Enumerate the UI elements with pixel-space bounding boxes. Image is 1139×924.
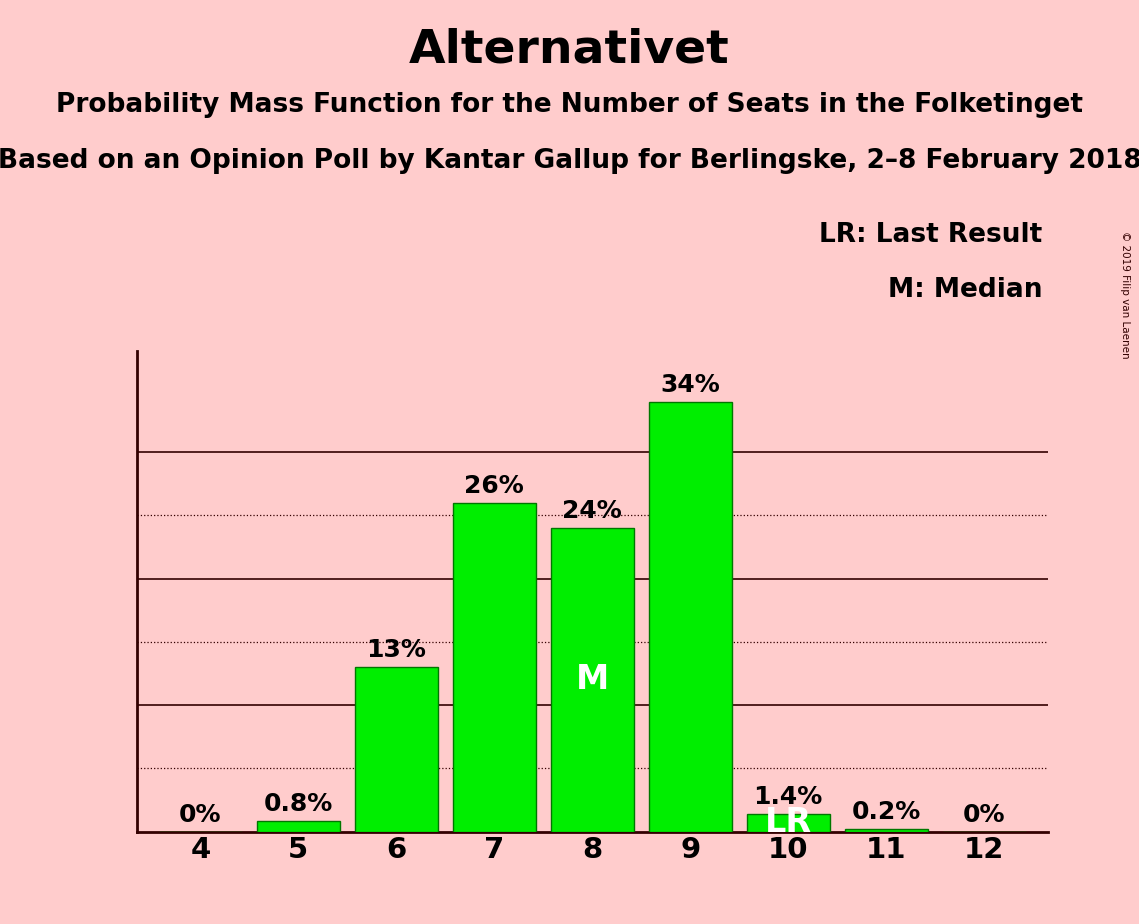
- Bar: [256, 821, 339, 832]
- Text: Alternativet: Alternativet: [409, 28, 730, 73]
- Text: 0%: 0%: [179, 803, 222, 827]
- Text: 13%: 13%: [367, 638, 426, 663]
- Bar: [452, 503, 536, 832]
- Text: 34%: 34%: [661, 372, 720, 396]
- Text: LR: LR: [764, 807, 812, 839]
- Bar: [746, 814, 830, 832]
- Text: © 2019 Filip van Laenen: © 2019 Filip van Laenen: [1121, 231, 1130, 359]
- Bar: [648, 402, 732, 832]
- Text: 0%: 0%: [962, 803, 1006, 827]
- Bar: [550, 529, 634, 832]
- Text: M: Median: M: Median: [887, 277, 1042, 303]
- Text: 0.8%: 0.8%: [264, 793, 333, 817]
- Text: LR: Last Result: LR: Last Result: [819, 222, 1042, 248]
- Text: 1.4%: 1.4%: [754, 784, 822, 808]
- Text: Probability Mass Function for the Number of Seats in the Folketinget: Probability Mass Function for the Number…: [56, 92, 1083, 118]
- Text: 26%: 26%: [465, 474, 524, 498]
- Bar: [845, 829, 928, 832]
- Text: 24%: 24%: [563, 499, 622, 523]
- Text: Based on an Opinion Poll by Kantar Gallup for Berlingske, 2–8 February 2018: Based on an Opinion Poll by Kantar Gallu…: [0, 148, 1139, 174]
- Bar: [354, 667, 439, 832]
- Text: 0.2%: 0.2%: [852, 800, 920, 824]
- Text: M: M: [575, 663, 609, 697]
